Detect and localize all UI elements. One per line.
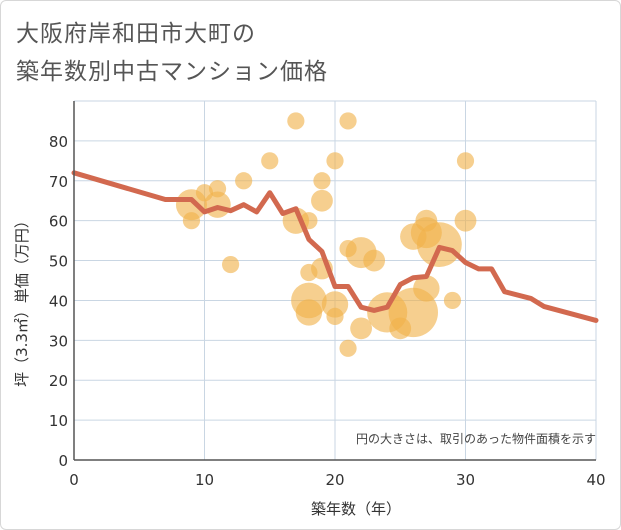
y-tick-label: 70 xyxy=(49,173,68,191)
bubble-point xyxy=(326,307,344,325)
x-tick-label: 40 xyxy=(586,471,605,489)
x-tick-labels: 0 10 20 30 40 xyxy=(69,471,605,489)
axes xyxy=(73,101,596,461)
bubble-point xyxy=(454,209,477,232)
bubble-point xyxy=(287,112,305,130)
bubble-point xyxy=(261,152,279,170)
y-tick-label: 60 xyxy=(49,213,68,231)
y-tick-label: 40 xyxy=(49,292,68,310)
bubble-point xyxy=(456,152,475,170)
bubble-point xyxy=(413,275,440,302)
y-tick-label: 0 xyxy=(58,452,68,470)
bubble-point xyxy=(326,152,344,170)
bubble-point xyxy=(443,291,462,310)
bubbles xyxy=(175,112,477,357)
bubble-point xyxy=(235,172,253,190)
bubble-point xyxy=(339,339,357,357)
chart-title-line-1: 大阪府岸和田市大町の xyxy=(16,21,256,47)
bubble-point xyxy=(313,172,331,190)
y-axis-label: 坪（3.3㎡）単価（万円） xyxy=(13,213,31,387)
bubble-point xyxy=(222,255,240,274)
x-tick-label: 0 xyxy=(69,471,79,489)
trend-line xyxy=(71,170,599,323)
bubble-point xyxy=(182,212,201,230)
bubble-point xyxy=(350,317,372,340)
x-tick-label: 10 xyxy=(195,471,214,489)
y-tick-label: 10 xyxy=(49,412,68,430)
y-tick-labels: 0 10 20 30 40 50 60 70 80 xyxy=(49,133,68,470)
bubble-point xyxy=(295,299,323,326)
x-tick-label: 30 xyxy=(456,471,475,489)
y-tick-label: 30 xyxy=(49,332,68,350)
x-tick-label: 20 xyxy=(325,471,344,489)
bubble-point xyxy=(417,222,462,267)
x-axis-label: 築年数（年） xyxy=(311,500,401,518)
bubble-point xyxy=(204,191,231,218)
y-tick-label: 20 xyxy=(49,372,68,390)
bubble-point xyxy=(311,189,333,212)
chart-title-line-2: 築年数別中古マンション価格 xyxy=(16,59,328,85)
bubble-point xyxy=(339,112,357,130)
bubble-point xyxy=(363,249,386,272)
y-tick-label: 50 xyxy=(49,253,68,271)
size-note: 円の大きさは、取引のあった物件面積を示す xyxy=(356,431,596,446)
y-tick-label: 80 xyxy=(49,133,68,151)
